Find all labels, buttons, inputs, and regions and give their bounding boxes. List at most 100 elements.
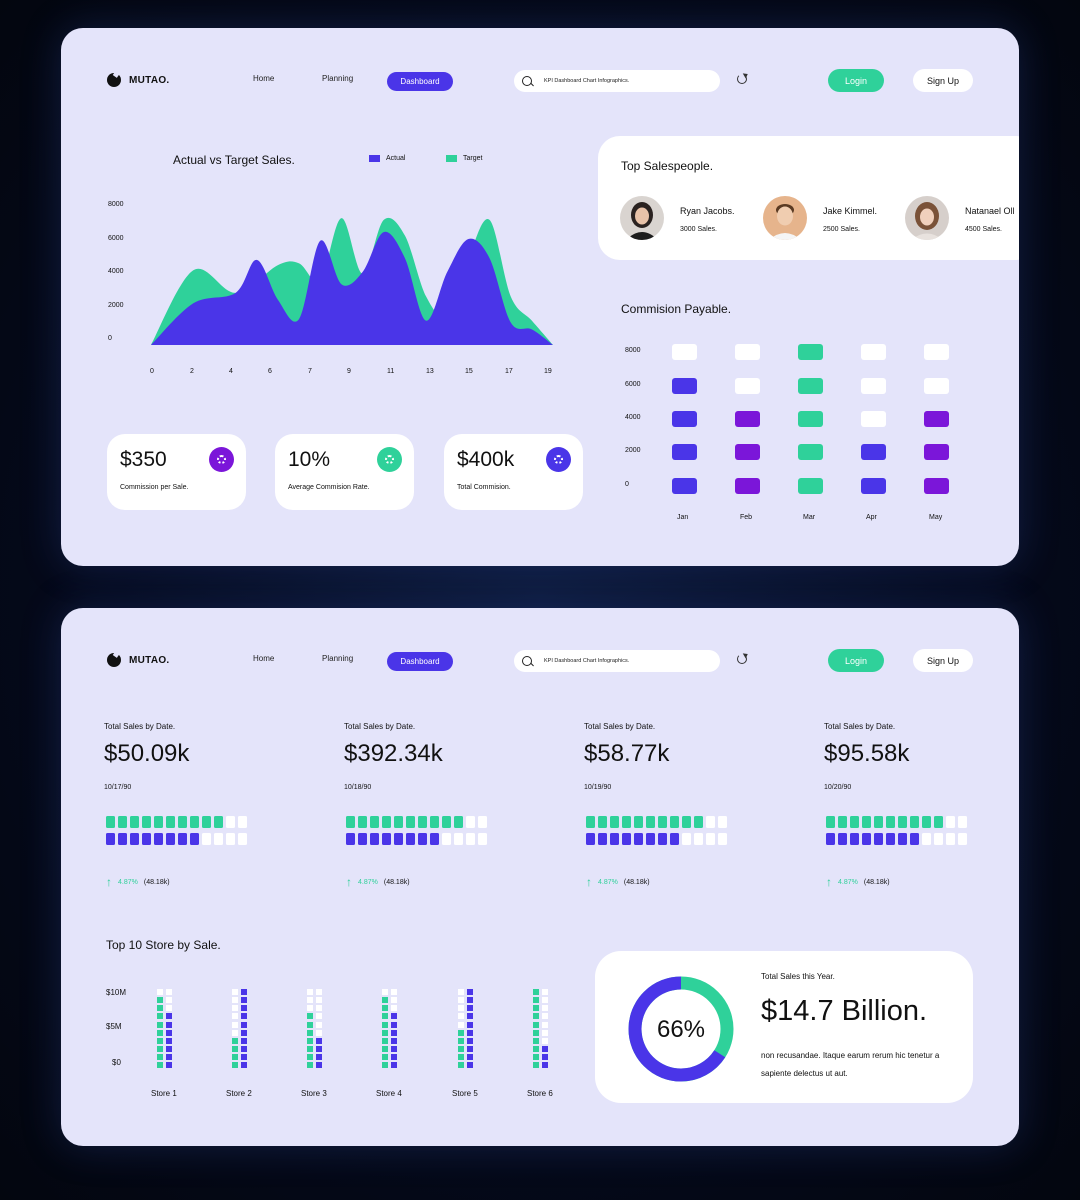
progress-block [394, 833, 403, 845]
store-bar-block [241, 1029, 247, 1036]
store-bar-block [166, 1053, 172, 1060]
progress-block [154, 833, 163, 845]
commission-cell [861, 444, 886, 460]
progress-block [442, 816, 451, 828]
progress-block [358, 816, 367, 828]
login-button[interactable]: Login [828, 69, 884, 92]
store-bar-block [307, 1013, 313, 1020]
gear-icon[interactable] [377, 447, 402, 472]
progress-block [898, 816, 907, 828]
store-bar-block [533, 1037, 539, 1044]
store-bar-block [382, 1037, 388, 1044]
search-icon[interactable] [522, 656, 532, 666]
store-bar-block [307, 1005, 313, 1012]
commission-cell [735, 444, 760, 460]
x-tick-label: 9 [347, 368, 351, 375]
store-bar-block [232, 1045, 238, 1052]
y-tick-label: 8000 [108, 201, 124, 208]
search-input[interactable] [544, 658, 714, 664]
logo[interactable]: MUTAO. [107, 653, 170, 667]
progress-block [154, 816, 163, 828]
store-bar-block [391, 1029, 397, 1036]
progress-block [142, 833, 151, 845]
legend-target-label: Target [463, 155, 483, 162]
store-bar-block [533, 997, 539, 1004]
store-bar-block [533, 1029, 539, 1036]
store-bar-block [533, 1005, 539, 1012]
store-bar-block [232, 1062, 238, 1068]
refresh-icon[interactable] [737, 654, 747, 664]
commission-cell [861, 411, 886, 427]
commission-y-tick: 4000 [625, 414, 641, 421]
commission-cell [861, 344, 886, 360]
nav-dashboard-tab[interactable]: Dashboard [387, 652, 453, 671]
progress-block [382, 816, 391, 828]
progress-block [118, 833, 127, 845]
commission-month-label: May [929, 514, 943, 521]
store-label: Store 3 [301, 1089, 327, 1098]
progress-block [922, 816, 931, 828]
progress-block [598, 816, 607, 828]
store-bar-block [316, 1029, 322, 1036]
logo[interactable]: MUTAO. [107, 73, 170, 87]
progress-block [670, 833, 679, 845]
store-bar-block [467, 1005, 473, 1012]
kpi-label: Commission per Sale. [120, 484, 189, 491]
progress-block [382, 833, 391, 845]
gear-icon[interactable] [546, 447, 571, 472]
login-button[interactable]: Login [828, 649, 884, 672]
store-y-tick: $5M [106, 1022, 122, 1031]
store-bar-block [232, 989, 238, 996]
nav-planning-link[interactable]: Planning [322, 74, 354, 83]
stat-change-percent: 4.87% [118, 878, 138, 886]
progress-block [466, 816, 475, 828]
commission-month-label: Mar [803, 514, 816, 521]
progress-block [646, 816, 655, 828]
search-input[interactable] [544, 78, 714, 84]
store-bar-block [157, 1062, 163, 1068]
stat-date: 10/19/90 [584, 784, 612, 791]
signup-button[interactable]: Sign Up [913, 69, 973, 92]
store-bar-block [382, 1013, 388, 1020]
stores-chart-title: Top 10 Store by Sale. [106, 938, 221, 952]
refresh-icon[interactable] [737, 74, 747, 84]
search-bar[interactable] [514, 650, 720, 672]
store-bar-block [166, 997, 172, 1004]
stat-change-percent: 4.87% [358, 878, 378, 886]
store-bar-block [241, 997, 247, 1004]
commission-y-tick: 8000 [625, 347, 641, 354]
progress-block [946, 816, 955, 828]
search-icon[interactable] [522, 76, 532, 86]
avatar-person-icon [763, 196, 807, 240]
commission-cell [735, 411, 760, 427]
progress-block [718, 816, 727, 828]
sales-area-chart [151, 217, 553, 345]
gear-icon[interactable] [209, 447, 234, 472]
store-bar-block [166, 1037, 172, 1044]
store-label: Store 4 [376, 1089, 402, 1098]
kpi-value: $400k [457, 448, 515, 471]
store-bar-block [542, 1005, 548, 1012]
yearly-sales-value: $14.7 Billion. [761, 995, 928, 1027]
progress-block [682, 816, 691, 828]
progress-block [610, 833, 619, 845]
signup-button[interactable]: Sign Up [913, 649, 973, 672]
search-bar[interactable] [514, 70, 720, 92]
x-tick-label: 2 [190, 368, 194, 375]
arrow-up-icon: ↑ [346, 875, 352, 889]
nav-home-link[interactable]: Home [253, 74, 275, 83]
store-bar-block [157, 1005, 163, 1012]
legend-target-swatch [446, 155, 457, 162]
stat-value: $58.77k [584, 740, 670, 767]
commission-cell [672, 444, 697, 460]
store-bar-block [542, 1062, 548, 1068]
store-bar-block [467, 1053, 473, 1060]
commission-cell [924, 444, 949, 460]
store-bar-block [542, 1021, 548, 1028]
nav-home-link[interactable]: Home [253, 654, 275, 663]
progress-block [862, 833, 871, 845]
store-bar-block [391, 1021, 397, 1028]
nav-planning-link[interactable]: Planning [322, 654, 354, 663]
stat-change: ↑ 4.87% (48.18k) [586, 875, 650, 889]
nav-dashboard-tab[interactable]: Dashboard [387, 72, 453, 91]
